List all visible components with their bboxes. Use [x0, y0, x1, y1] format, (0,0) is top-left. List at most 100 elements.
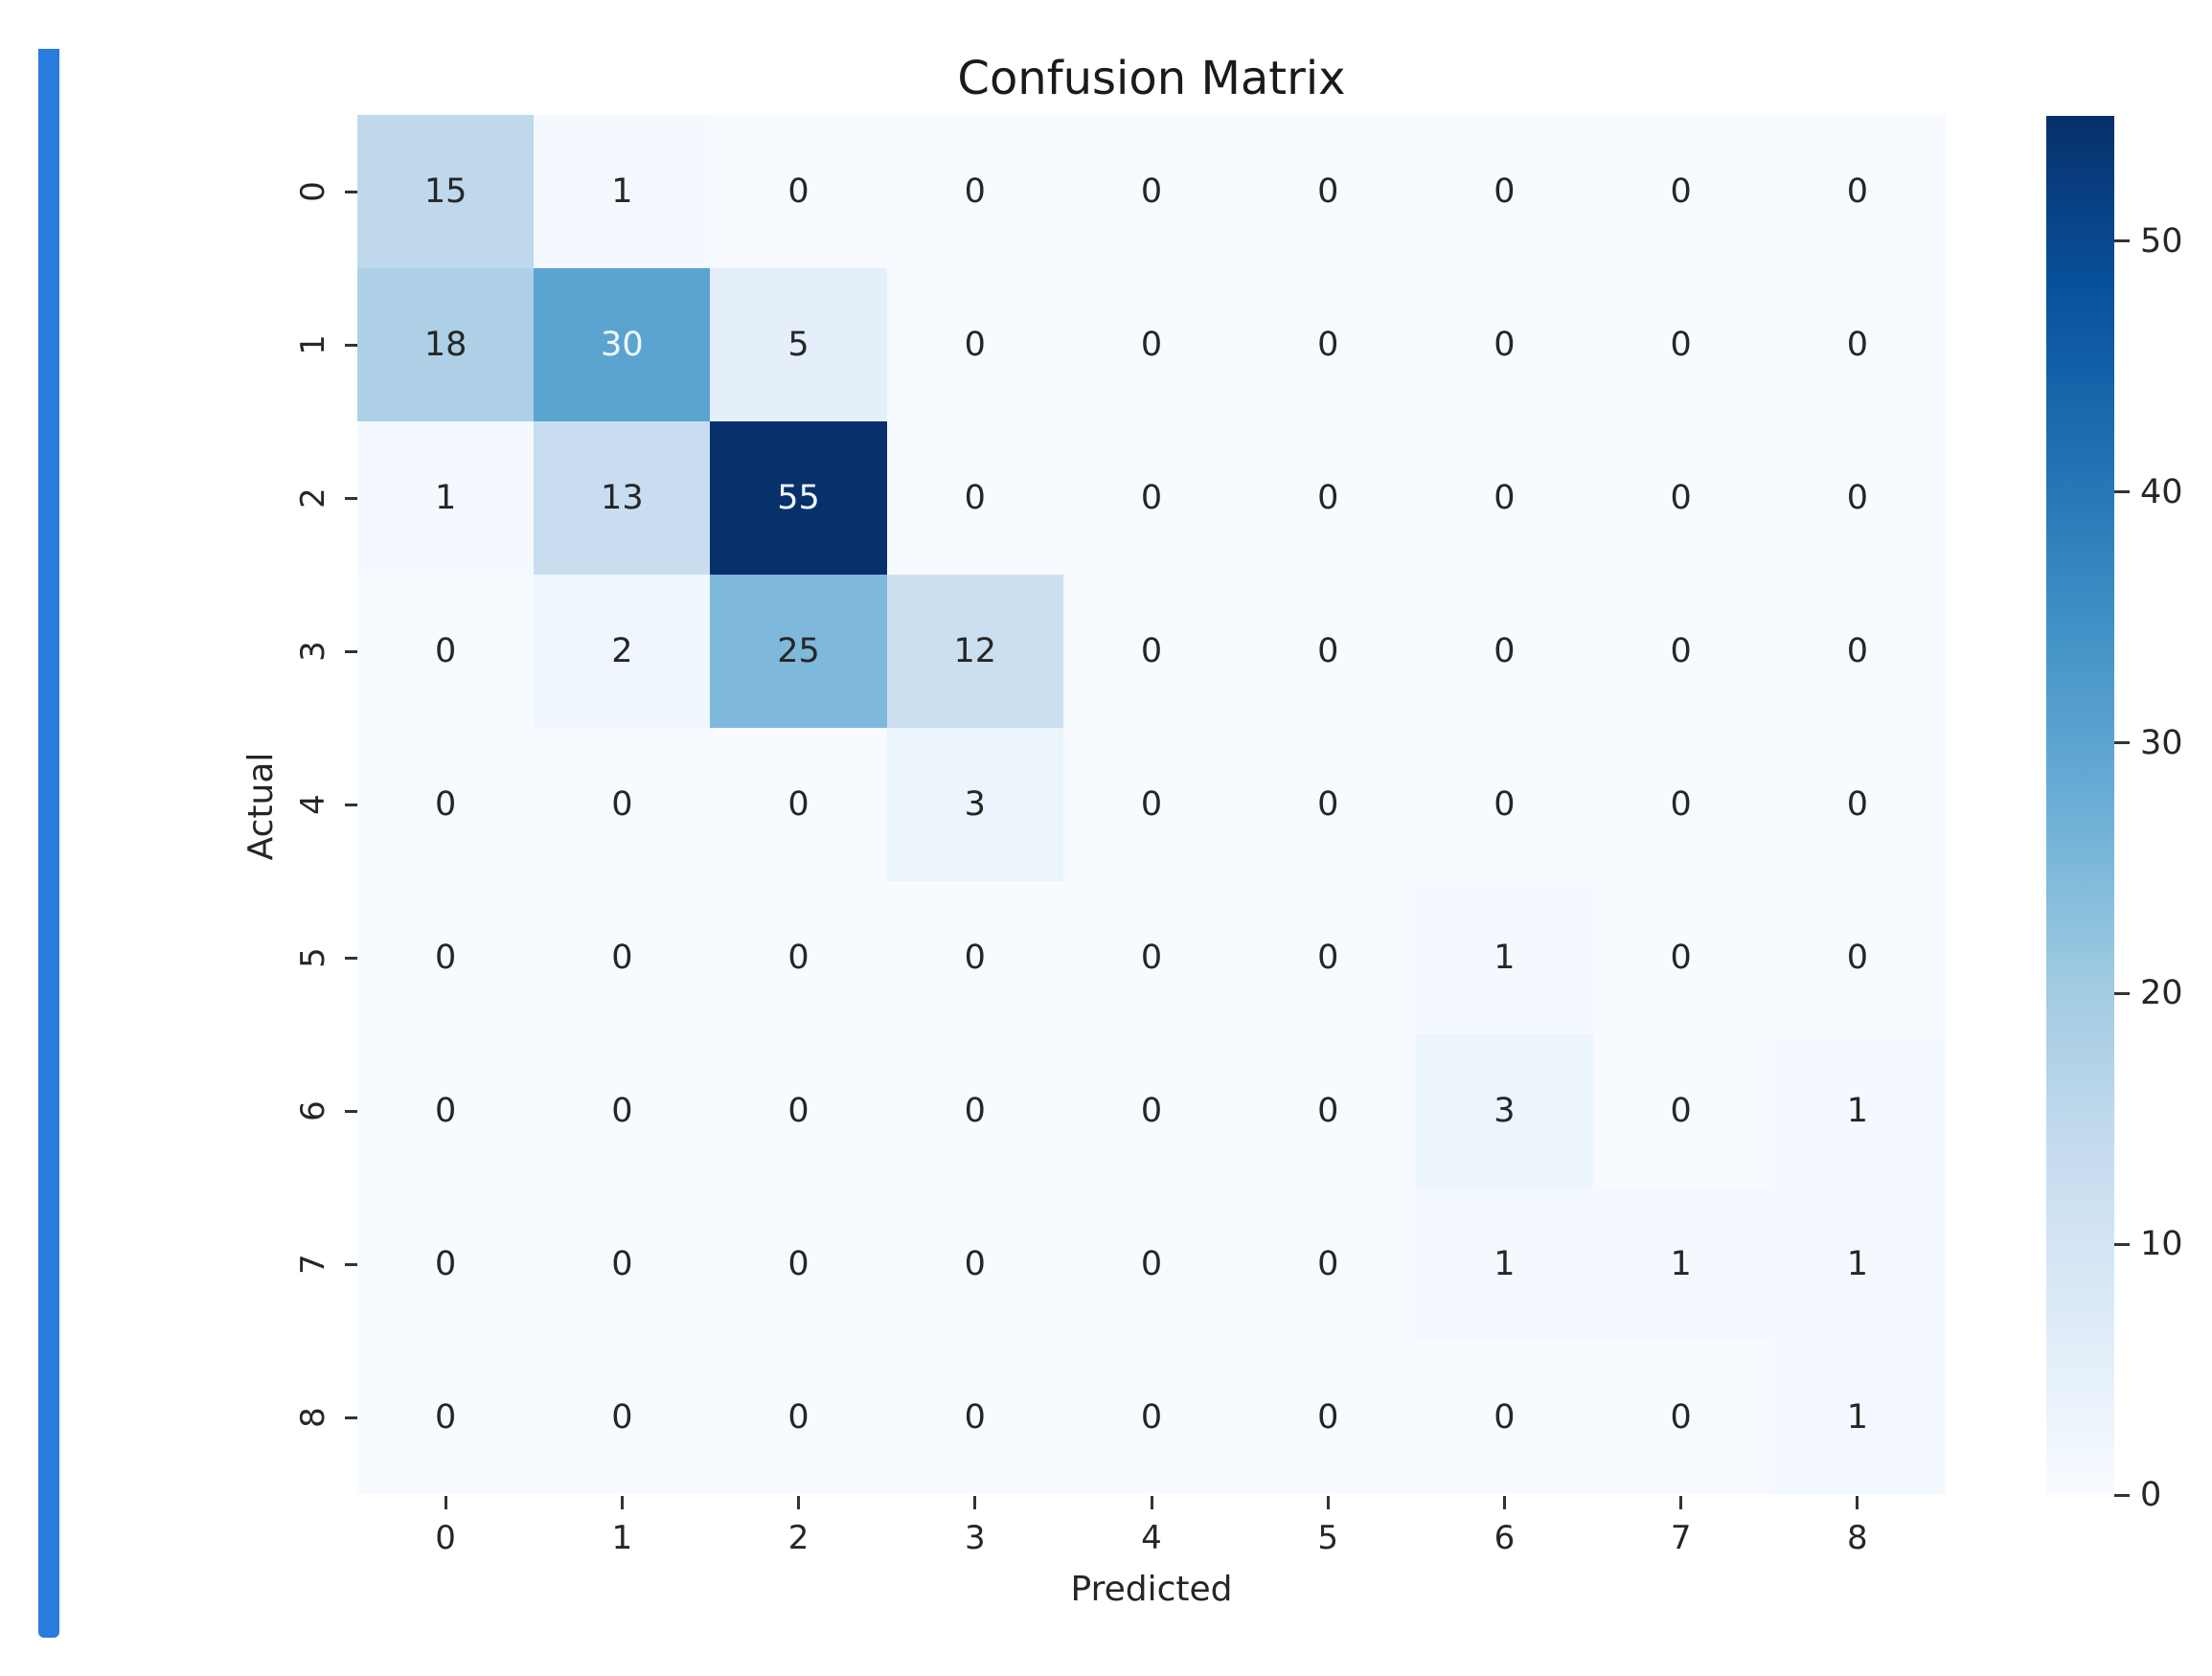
- heatmap-cell: 0: [1240, 268, 1417, 421]
- heatmap-cell: 0: [534, 881, 711, 1034]
- heatmap-cell: 0: [1592, 268, 1769, 421]
- heatmap-cell: 0: [1416, 575, 1593, 728]
- y-tick-label: 2: [294, 487, 332, 509]
- heatmap-cell: 0: [1240, 421, 1417, 575]
- heatmap-cell: 18: [357, 268, 535, 421]
- heatmap-cell: 0: [1416, 1341, 1593, 1494]
- y-tick-label: 6: [294, 1100, 332, 1121]
- heatmap-cell: 1: [1768, 1034, 1946, 1188]
- colorbar-tick-mark: [2114, 239, 2130, 243]
- heatmap-cell: 13: [534, 421, 711, 575]
- y-tick-label: 7: [294, 1254, 332, 1275]
- chart-title: Confusion Matrix: [957, 52, 1346, 105]
- heatmap-cell: 3: [1416, 1034, 1593, 1188]
- heatmap-cell: 0: [1240, 1034, 1417, 1188]
- heatmap-cell: 0: [886, 1034, 1063, 1188]
- heatmap-cell: 0: [1062, 115, 1241, 268]
- heatmap-cell: 1: [1416, 1188, 1593, 1341]
- heatmap-cell: 0: [886, 421, 1063, 575]
- heatmap-cell: 0: [1062, 1188, 1241, 1341]
- colorbar-tick-label: 10: [2140, 1225, 2183, 1264]
- heatmap-cell: 30: [534, 268, 711, 421]
- heatmap-cell: 0: [886, 881, 1063, 1034]
- heatmap-cell: 0: [534, 728, 711, 881]
- heatmap-cell: 1: [1768, 1188, 1946, 1341]
- heatmap-cell: 0: [710, 728, 887, 881]
- heatmap-cell: 0: [886, 1341, 1063, 1494]
- heatmap-cell: 0: [1240, 115, 1417, 268]
- heatmap-cell: 0: [1768, 268, 1946, 421]
- y-tick-label: 3: [294, 641, 332, 662]
- heatmap-cell: 0: [357, 728, 535, 881]
- heatmap-cell: 0: [1062, 881, 1241, 1034]
- heatmap-cell: 1: [357, 421, 535, 575]
- heatmap-cell: 0: [1768, 115, 1946, 268]
- heatmap-cell: 3: [886, 728, 1063, 881]
- heatmap-cell: 0: [1592, 1034, 1769, 1188]
- y-tick-mark: [345, 649, 357, 653]
- heatmap-cell: 0: [1240, 575, 1417, 728]
- colorbar-tick-mark: [2114, 741, 2130, 745]
- heatmap-cell: 5: [710, 268, 887, 421]
- y-tick-label: 4: [294, 794, 332, 815]
- y-tick-mark: [345, 496, 357, 500]
- x-tick-mark: [1326, 1496, 1330, 1509]
- heatmap-cell: 0: [710, 115, 887, 268]
- colorbar-tick-mark: [2114, 490, 2130, 494]
- heatmap-cell: 0: [886, 268, 1063, 421]
- heatmap-cell: 0: [534, 1188, 711, 1341]
- heatmap-cell: 0: [1062, 268, 1241, 421]
- heatmap-cell: 0: [710, 1341, 887, 1494]
- x-tick-label: 4: [1141, 1519, 1162, 1557]
- heatmap-cell: 0: [357, 1034, 535, 1188]
- x-tick-mark: [1150, 1496, 1153, 1509]
- y-tick-mark: [345, 190, 357, 193]
- x-tick-mark: [444, 1496, 447, 1509]
- heatmap-cell: 0: [1592, 421, 1769, 575]
- colorbar-tick-mark: [2114, 1493, 2130, 1497]
- heatmap-cell: 0: [1416, 728, 1593, 881]
- heatmap-cell: 1: [1768, 1341, 1946, 1494]
- heatmap-cell: 0: [357, 575, 535, 728]
- heatmap-cell: 0: [1416, 268, 1593, 421]
- colorbar-tick-mark: [2114, 991, 2130, 995]
- heatmap-cell: 1: [1592, 1188, 1769, 1341]
- colorbar-tick-mark: [2114, 1242, 2130, 1246]
- heatmap-cell: 0: [1062, 1034, 1241, 1188]
- heatmap-cell: 0: [886, 115, 1063, 268]
- heatmap-cell: 15: [357, 115, 535, 268]
- x-tick-mark: [1502, 1496, 1506, 1509]
- x-axis-label: Predicted: [1070, 1570, 1233, 1609]
- heatmap-cell: 0: [1768, 728, 1946, 881]
- heatmap-cell: 0: [1062, 728, 1241, 881]
- heatmap-cell: 0: [710, 1188, 887, 1341]
- heatmap-cell: 12: [886, 575, 1063, 728]
- x-tick-label: 1: [611, 1519, 633, 1557]
- heatmap-cell: 0: [710, 881, 887, 1034]
- heatmap-cell: 0: [534, 1341, 711, 1494]
- heatmap-cell: 0: [357, 1341, 535, 1494]
- heatmap-cell: 0: [1768, 575, 1946, 728]
- heatmap-cell: 0: [1592, 1341, 1769, 1494]
- heatmap-cell: 0: [1240, 1341, 1417, 1494]
- heatmap-cell: 1: [1416, 881, 1593, 1034]
- heatmap-cell: 0: [1768, 881, 1946, 1034]
- y-tick-label: 5: [294, 947, 332, 968]
- heatmap-cell: 0: [1768, 421, 1946, 575]
- heatmap-cell: 1: [534, 115, 711, 268]
- y-tick-label: 8: [294, 1407, 332, 1428]
- y-tick-mark: [345, 803, 357, 806]
- heatmap-cell: 0: [1592, 115, 1769, 268]
- colorbar-tick-label: 30: [2140, 723, 2183, 762]
- heatmap-cell: 0: [534, 1034, 711, 1188]
- x-tick-label: 8: [1847, 1519, 1868, 1557]
- y-axis-label: Actual: [241, 752, 281, 861]
- x-tick-label: 2: [787, 1519, 810, 1557]
- x-tick-mark: [1679, 1496, 1683, 1509]
- y-tick-mark: [345, 1109, 357, 1113]
- colorbar-tick-label: 40: [2140, 472, 2183, 511]
- x-tick-label: 0: [435, 1519, 456, 1557]
- heatmap-cell: 25: [710, 575, 887, 728]
- colorbar-tick-label: 20: [2140, 974, 2183, 1013]
- heatmap-cell: 0: [1240, 881, 1417, 1034]
